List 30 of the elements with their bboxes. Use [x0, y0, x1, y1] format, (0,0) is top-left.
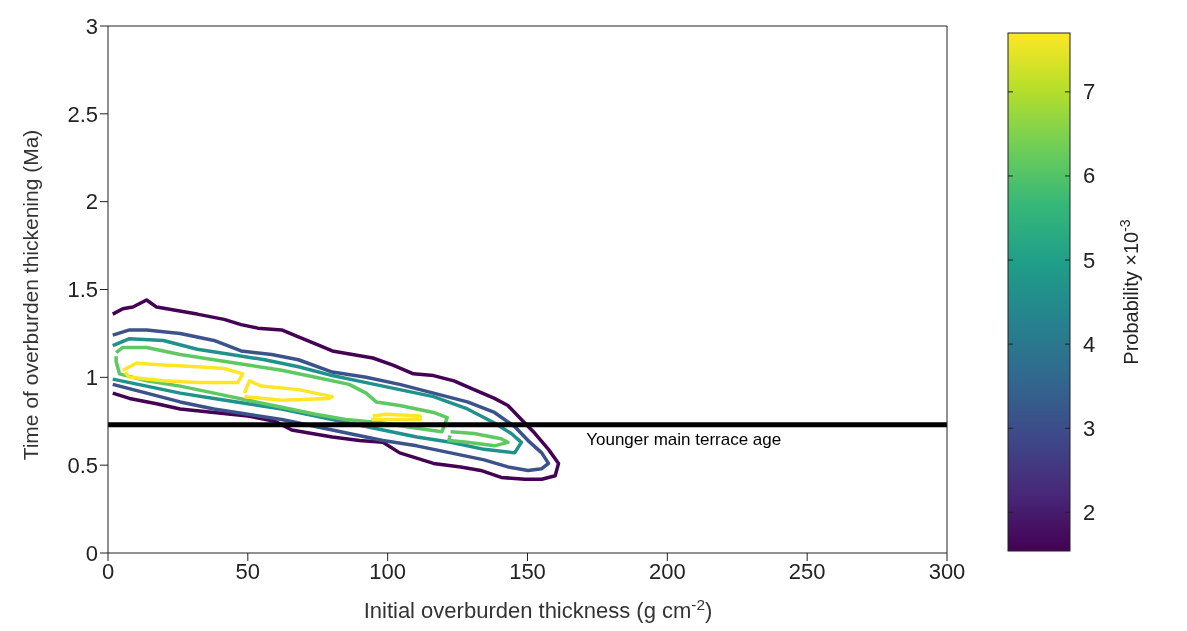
x-axis-title: Initial overburden thickness (g cm$^{-2}$)	[363, 595, 713, 623]
color-bar-label: 2	[1083, 499, 1096, 525]
x-tick-label: 100	[369, 558, 407, 584]
x-tick-label: 150	[509, 558, 546, 584]
line-series	[447, 430, 510, 448]
color-bar-label: 3	[1083, 415, 1096, 441]
y-tick-label: 1.5	[67, 277, 98, 303]
line-series	[121, 361, 245, 385]
color-bar-label: 6	[1083, 163, 1096, 189]
x-tick-label: 200	[648, 558, 686, 584]
x-tick-label: 50	[235, 558, 261, 584]
line-series	[242, 379, 335, 402]
ref-line-label: Younger main terrace age	[586, 429, 782, 449]
line-series	[111, 298, 561, 481]
y-tick-label: 3	[85, 13, 98, 39]
y-axis-title: Time of overburden thickening (Ma)	[19, 129, 42, 461]
color-bar-label: 4	[1083, 331, 1096, 357]
color-bar-label: 7	[1083, 79, 1096, 105]
y-tick-label: 2.5	[67, 101, 98, 127]
y-tick-label: 0.5	[67, 452, 98, 478]
color-bar-label: 5	[1083, 247, 1096, 273]
y-tick-label: 0	[85, 540, 98, 566]
x-tick-label: 0	[101, 558, 115, 584]
x-tick-label: 300	[928, 558, 966, 584]
y-tick-label: 2	[85, 189, 98, 215]
x-tick-label: 250	[788, 558, 826, 584]
y-tick-label: 1	[85, 365, 98, 391]
line-series	[114, 345, 449, 434]
line-series	[111, 328, 551, 473]
line-series	[111, 336, 524, 455]
